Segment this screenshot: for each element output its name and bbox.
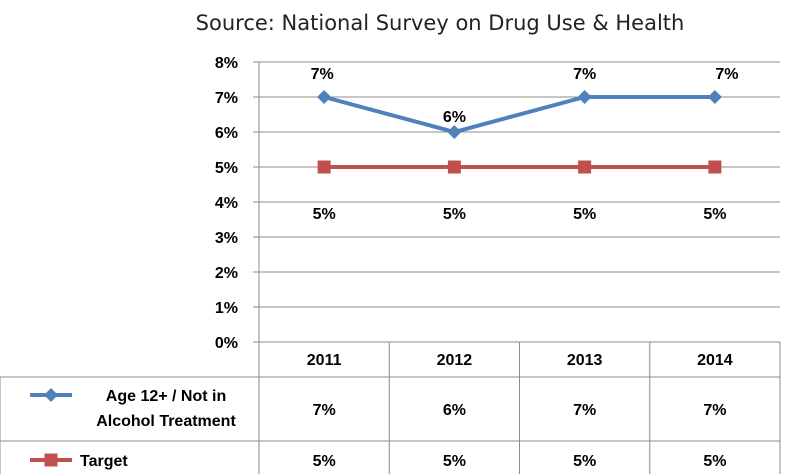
table-value-cell: 7% <box>703 402 726 419</box>
data-point-marker <box>447 125 462 139</box>
data-label: 5% <box>703 206 726 223</box>
y-tick-label: 5% <box>215 160 238 177</box>
legend-series-name: Target <box>80 453 128 470</box>
category-label: 2014 <box>697 352 733 369</box>
data-label: 5% <box>573 206 596 223</box>
y-tick-label: 2% <box>215 265 238 282</box>
table-value-cell: 7% <box>573 402 596 419</box>
legend-marker <box>44 388 58 402</box>
data-table: 2011 2012 2013 2014 7% 6% 7% 7% Age 12+ / Not in… <box>0 341 781 474</box>
category-label: 2013 <box>567 352 603 369</box>
data-label: 5% <box>313 206 336 223</box>
y-axis-ticks: 0% 1% 2% 3% 4% 5% 6% 7% 8% <box>215 55 238 352</box>
table-value-cell: 5% <box>703 453 726 470</box>
data-point-marker <box>577 90 592 104</box>
chart-subtitle: Source: National Survey on Drug Use & He… <box>196 11 685 35</box>
data-point-marker <box>447 160 461 174</box>
y-tick-label: 6% <box>215 125 238 142</box>
category-label: 2011 <box>307 352 342 369</box>
data-point-marker <box>708 160 722 174</box>
table-value-cell: 5% <box>573 453 596 470</box>
data-point-marker <box>317 90 332 104</box>
data-label: 7% <box>715 66 738 83</box>
table-value-cell: 5% <box>313 453 336 470</box>
legend-series-name: Age 12+ / Not in <box>106 388 226 405</box>
y-tick-label: 4% <box>215 195 238 212</box>
gridlines <box>253 61 780 343</box>
legend-series-name: Alcohol Treatment <box>96 413 236 430</box>
series-line <box>323 95 715 135</box>
data-point-marker <box>317 160 331 174</box>
y-tick-label: 8% <box>215 55 238 72</box>
table-value-cell: 6% <box>443 402 466 419</box>
data-point-marker <box>578 160 592 174</box>
y-tick-label: 3% <box>215 230 238 247</box>
y-tick-label: 0% <box>215 335 238 352</box>
data-point-marker <box>707 90 722 104</box>
y-tick-label: 7% <box>215 90 238 107</box>
data-label: 7% <box>311 66 334 83</box>
y-tick-label: 1% <box>215 300 238 317</box>
data-label: 6% <box>443 109 466 126</box>
table-value-cell: 7% <box>313 402 336 419</box>
data-label: 5% <box>443 206 466 223</box>
legend-marker <box>44 453 58 467</box>
series-lines <box>317 90 722 174</box>
table-value-cell: 5% <box>443 453 466 470</box>
data-label: 7% <box>573 66 596 83</box>
category-label: 2012 <box>437 352 473 369</box>
data-labels: 7% 6% 7% 7% 5% 5% 5% 5% <box>311 66 739 223</box>
